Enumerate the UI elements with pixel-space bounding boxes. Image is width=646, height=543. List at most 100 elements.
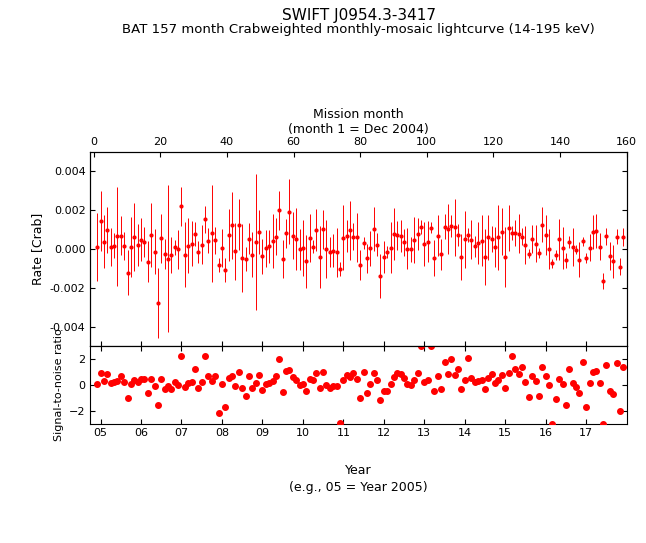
Point (152, 401, 163, 409)
Point (126, 380, 136, 388)
Point (591, 367, 601, 375)
Point (105, 379, 116, 388)
Point (217, 380, 227, 388)
Point (416, 342, 426, 350)
Point (574, 388, 585, 397)
Point (379, 387, 389, 395)
Point (200, 352, 210, 361)
Point (210, 372, 220, 381)
Point (304, 375, 315, 383)
Point (564, 365, 574, 374)
Point (594, 378, 605, 387)
Point (328, 382, 339, 390)
Point (477, 376, 487, 385)
Point (170, 377, 180, 386)
Point (264, 378, 275, 387)
Point (267, 376, 278, 385)
Point (99, 377, 109, 386)
Point (116, 371, 126, 380)
Point (149, 382, 160, 391)
Point (422, 376, 433, 384)
Point (578, 357, 588, 366)
Point (207, 376, 217, 385)
Point (318, 367, 328, 376)
Point (237, 384, 247, 393)
Point (146, 375, 156, 383)
Point (234, 368, 244, 377)
Point (143, 388, 153, 397)
Point (339, 376, 349, 384)
Point (473, 377, 483, 386)
Point (500, 384, 510, 393)
Point (433, 372, 443, 381)
Point (166, 385, 176, 394)
Point (227, 371, 237, 380)
Point (321, 380, 331, 389)
X-axis label: Mission month
(month 1 = Dec 2004): Mission month (month 1 = Dec 2004) (288, 108, 429, 136)
Point (550, 395, 561, 403)
Text: SWIFT J0954.3-3417: SWIFT J0954.3-3417 (282, 8, 435, 23)
Point (520, 378, 530, 387)
Point (274, 355, 284, 363)
Point (503, 368, 514, 377)
Point (581, 402, 591, 411)
Point (375, 396, 386, 405)
Point (351, 374, 362, 383)
Point (281, 367, 291, 375)
Point (382, 387, 392, 395)
Y-axis label: Rate [Crab]: Rate [Crab] (31, 213, 45, 285)
Point (483, 374, 494, 382)
Point (585, 379, 595, 388)
Point (325, 383, 335, 392)
Point (190, 365, 200, 374)
Point (544, 380, 554, 389)
Point (163, 382, 173, 391)
Point (224, 374, 234, 382)
Point (514, 370, 524, 379)
Point (419, 377, 430, 386)
Point (561, 400, 571, 409)
Point (571, 383, 581, 392)
Point (173, 381, 183, 389)
Point (345, 372, 355, 381)
Point (359, 368, 369, 376)
Point (176, 352, 187, 361)
Point (132, 378, 143, 387)
Point (187, 377, 197, 386)
Point (311, 369, 322, 377)
Point (429, 387, 439, 395)
Point (251, 379, 261, 388)
Point (547, 419, 557, 428)
Point (450, 370, 460, 379)
Point (466, 374, 477, 383)
Point (102, 370, 112, 378)
Point (295, 381, 305, 389)
Point (524, 393, 534, 402)
Point (203, 372, 214, 381)
Point (156, 375, 167, 383)
Point (527, 371, 537, 380)
Point (588, 367, 598, 376)
Point (348, 369, 359, 377)
Point (112, 377, 123, 386)
Point (530, 376, 541, 385)
Point (615, 407, 625, 415)
Text: BAT 157 month Crabweighted monthly-mosaic lightcurve (14-195 keV): BAT 157 month Crabweighted monthly-mosai… (122, 23, 595, 36)
Point (392, 369, 402, 377)
Point (342, 370, 352, 379)
Point (244, 372, 254, 381)
Point (287, 373, 298, 382)
Point (494, 376, 504, 384)
Point (395, 370, 406, 378)
Y-axis label: Signal-to-noise ratio: Signal-to-noise ratio (54, 329, 63, 441)
Point (412, 368, 422, 377)
Point (160, 384, 170, 393)
Point (453, 364, 463, 373)
Point (459, 376, 470, 385)
Point (426, 342, 436, 350)
Point (284, 365, 295, 374)
Point (497, 371, 507, 380)
Point (605, 387, 615, 395)
Point (611, 359, 621, 368)
Point (598, 419, 608, 428)
